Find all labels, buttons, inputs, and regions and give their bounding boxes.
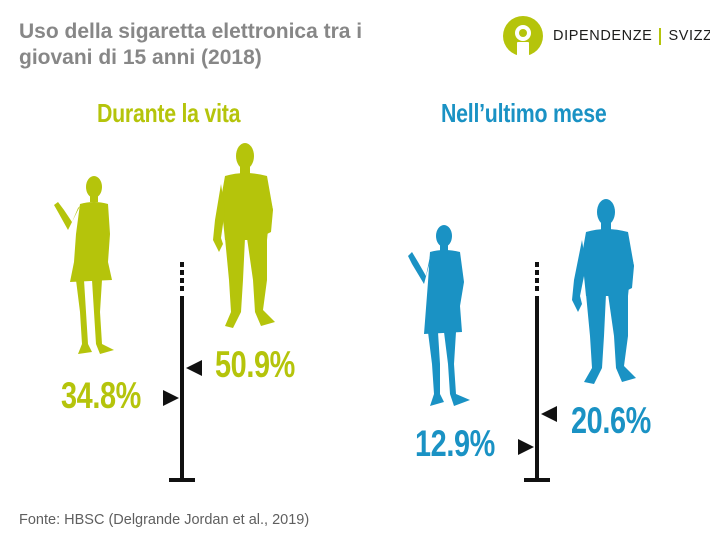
axis-line: [180, 296, 184, 479]
girls-value-marker: [163, 390, 179, 406]
source-note: Fonte: HBSC (Delgrande Jordan et al., 20…: [19, 512, 310, 528]
girls-value: 34.8%: [61, 375, 141, 416]
axis-break-dots: [180, 262, 184, 294]
logo-separator: [659, 27, 662, 45]
girl-silhouette-icon: [408, 225, 470, 406]
girls-value-marker: [518, 439, 534, 455]
info-person-circle-icon: [503, 16, 543, 56]
axis-break-dots: [535, 262, 539, 294]
logo-text-left: DIPENDENZE: [553, 28, 653, 44]
boys-value: 50.9%: [215, 344, 295, 385]
boys-value: 20.6%: [571, 400, 651, 441]
girls-value: 12.9%: [415, 423, 495, 464]
axis-base: [524, 478, 550, 482]
boy-silhouette-icon: [213, 143, 275, 328]
logo: DIPENDENZE SVIZZERA: [503, 16, 710, 56]
panel-subtitle: Durante la vita: [97, 98, 241, 128]
axis-base: [169, 478, 195, 482]
panel-subtitle: Nell’ultimo mese: [441, 98, 607, 128]
boy-silhouette-icon: [572, 199, 636, 384]
axis-line: [535, 296, 539, 479]
girl-silhouette-icon: [54, 176, 114, 354]
chart-title: Uso della sigaretta elettronica tra i gi…: [19, 20, 363, 69]
boys-value-marker: [541, 406, 557, 422]
logo-text-right: SVIZZERA: [668, 28, 710, 44]
boys-value-marker: [186, 360, 202, 376]
